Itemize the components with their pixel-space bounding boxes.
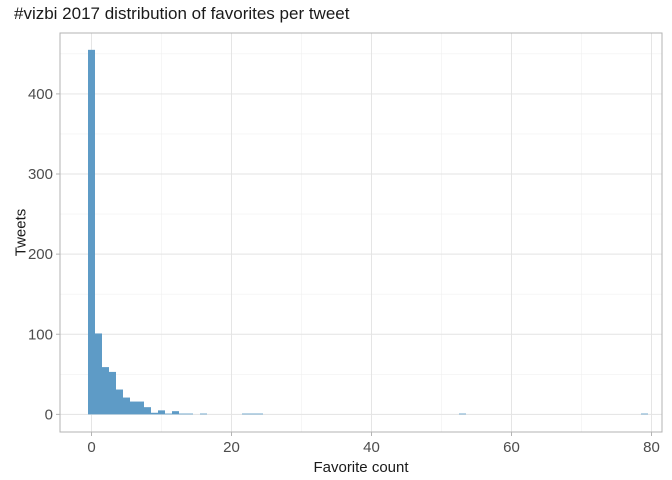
histogram-bar [158,410,165,415]
histogram-bar [130,401,137,415]
histogram-bar [242,413,249,415]
histogram-bar [165,413,172,415]
histogram-bar [172,411,179,415]
histogram-bar [123,397,130,415]
y-axis-ticks: 0 100 200 300 400 [28,86,60,423]
histogram-bar [641,413,648,415]
histogram-bar [256,413,263,415]
x-tick-label: 40 [363,439,380,456]
histogram-bar [200,413,207,415]
histogram-bar [116,389,123,415]
minor-gridlines [60,33,662,432]
histogram-bar [459,413,466,415]
y-axis-title: Tweets [12,209,29,257]
histogram-bars [88,49,648,415]
y-tick-label: 200 [28,246,53,263]
histogram-bar [88,49,95,415]
histogram-bar [249,413,256,415]
x-axis-ticks: 0 20 40 60 80 [87,432,660,456]
x-tick-label: 60 [503,439,520,456]
histogram-bar [179,413,186,415]
histogram-bar [144,407,151,415]
y-tick-label: 300 [28,166,53,183]
chart-title: #vizbi 2017 distribution of favorites pe… [14,4,350,23]
y-tick-label: 400 [28,86,53,103]
histogram-bar [109,371,116,415]
x-tick-label: 20 [223,439,240,456]
y-tick-label: 0 [45,406,53,423]
histogram-bar [102,367,109,415]
x-tick-label: 0 [87,439,95,456]
histogram-bar [186,413,193,415]
histogram-bar [95,333,102,415]
y-tick-label: 100 [28,326,53,343]
histogram-bar [151,412,158,415]
x-tick-label: 80 [643,439,660,456]
plot-panel-border [59,32,663,433]
major-gridlines [60,33,662,432]
x-axis-title: Favorite count [313,459,409,476]
histogram-bar [137,401,144,415]
